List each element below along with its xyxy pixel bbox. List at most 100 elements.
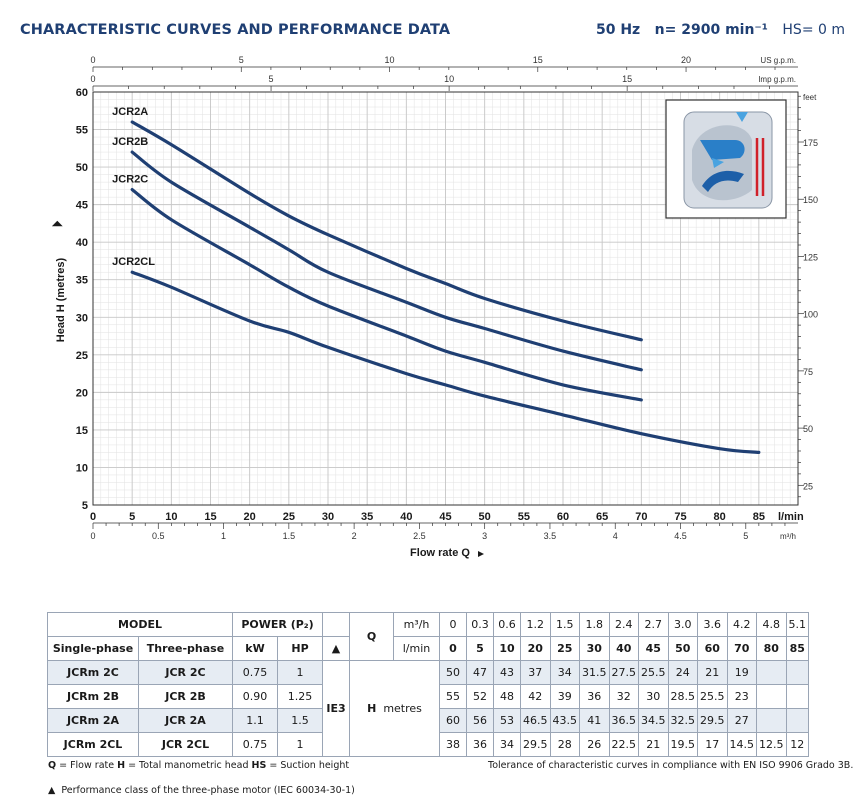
us-gpm-tick-label: 20 <box>681 55 691 65</box>
q-lmin-cell: 80 <box>756 636 787 661</box>
head-value: 30 <box>638 684 669 709</box>
hp-value: 1.5 <box>277 708 323 733</box>
feet-tick-label: 125 <box>803 252 818 262</box>
m3h-tick-label: 2.5 <box>413 531 426 541</box>
q-lmin-cell: 0 <box>439 636 467 661</box>
three-phase-model: JCR 2C <box>138 660 233 685</box>
hp-value: 1.25 <box>277 684 323 709</box>
head-value: 23 <box>726 684 757 709</box>
head-value: 28.5 <box>667 684 698 709</box>
table-header-row-2: Single-phase Three-phase kW HP ▲ l/min 0… <box>47 636 809 661</box>
feet-tick-label: 100 <box>803 310 818 320</box>
plot-frame <box>92 91 799 506</box>
operating-conditions: 50 Hz n= 2900 min⁻¹ HS= 0 m <box>596 22 845 38</box>
head-value: 50 <box>439 660 467 685</box>
head-value: 19 <box>726 660 757 685</box>
m3h-tick-label: 2 <box>352 531 357 541</box>
single-phase-model: JCRm 2CL <box>47 732 139 757</box>
m3h-tick-label: 1 <box>221 531 226 541</box>
footnote: ▲ Performance class of the three-phase m… <box>48 785 355 796</box>
head-value: 17 <box>697 732 728 757</box>
m3h-tick-label: 1.5 <box>283 531 296 541</box>
head-value: 53 <box>493 708 521 733</box>
y-tick-label: 40 <box>76 237 88 249</box>
q-m3h-cell: 1.8 <box>579 612 610 637</box>
head-value: 29.5 <box>520 732 551 757</box>
head-value: 43 <box>493 660 521 685</box>
m3h-tick-label: 4 <box>613 531 618 541</box>
q-header: Q <box>349 612 394 661</box>
x-tick-label: 55 <box>518 511 530 523</box>
head-value: 24 <box>667 660 698 685</box>
single-phase-model: JCRm 2A <box>47 708 139 733</box>
y-axis-title: Head H (metres) <box>55 257 67 342</box>
q-m3h-cell: 2.4 <box>608 612 639 637</box>
kw-value: 0.90 <box>232 684 278 709</box>
y-tick-label: 30 <box>76 312 88 324</box>
hs-note-desc: = Suction height <box>266 760 350 771</box>
head-unit-label: H metres <box>349 660 440 757</box>
head-value: 47 <box>466 660 494 685</box>
q-m3h-cell: 0.3 <box>466 612 494 637</box>
y-tick-label: 5 <box>82 500 88 512</box>
hp-value: 1 <box>277 660 323 685</box>
x-tick-label: 60 <box>557 511 569 523</box>
head-value: 34 <box>493 732 521 757</box>
kw-value: 0.75 <box>232 732 278 757</box>
q-note-key: Q <box>48 760 57 771</box>
table-row: JCRm 2C JCR 2C 0.75 1 IE3 H metres 50 47… <box>47 660 809 757</box>
tolerance-note: Tolerance of characteristic curves in co… <box>488 760 854 771</box>
head-value: 41 <box>579 708 610 733</box>
arrow-right-icon <box>478 551 484 557</box>
y-tick-label: 45 <box>76 200 88 212</box>
y-tick-label: 50 <box>76 162 88 174</box>
m3h-tick-label: 5 <box>743 531 748 541</box>
x-tick-label: 50 <box>479 511 491 523</box>
us-gpm-tick-label: 0 <box>90 55 95 65</box>
head-value <box>756 708 787 733</box>
m3h-tick-label: 0 <box>90 531 95 541</box>
head-value: 42 <box>520 684 551 709</box>
q-m3h-cell: 3.0 <box>667 612 698 637</box>
head-value: 22.5 <box>608 732 639 757</box>
q-lmin-cell: 25 <box>549 636 580 661</box>
head-value: 32 <box>608 684 639 709</box>
y-tick-label: 60 <box>76 87 88 99</box>
model-header: MODEL <box>47 612 233 637</box>
head-value: 29.5 <box>697 708 728 733</box>
head-value: 39 <box>549 684 580 709</box>
head-value <box>756 660 787 685</box>
feet-unit-label: feet <box>803 93 817 102</box>
y-tick-label: 10 <box>76 462 88 474</box>
head-value: 38 <box>439 732 467 757</box>
q-m3h-cell: 1.2 <box>520 612 551 637</box>
x-tick-label: 10 <box>165 511 177 523</box>
x-tick-label: 35 <box>361 511 373 523</box>
feet-tick-label: 25 <box>803 481 813 491</box>
three-phase-model: JCR 2B <box>138 684 233 709</box>
series-line-jcr2cl <box>130 270 761 454</box>
x-tick-label: 45 <box>439 511 451 523</box>
q-lmin-cell: 45 <box>638 636 669 661</box>
x-tick-label: 5 <box>129 511 135 523</box>
three-phase-model: JCR 2A <box>138 708 233 733</box>
triangle-icon: ▲ <box>48 785 62 796</box>
head-value: 27 <box>726 708 757 733</box>
head-value: 19.5 <box>667 732 698 757</box>
three-phase-header: Three-phase <box>138 636 233 661</box>
m3h-tick-label: 4.5 <box>674 531 687 541</box>
series-label-jcr2a: JCR2A <box>112 106 148 118</box>
series-label-jcr2cl: JCR2CL <box>112 256 155 268</box>
single-phase-model: JCRm 2B <box>47 684 139 709</box>
triangle-icon: ▲ <box>322 636 350 661</box>
frequency-label: 50 Hz <box>595 22 641 38</box>
imp-gpm-tick-label: 0 <box>90 74 95 84</box>
three-phase-model: JCR 2CL <box>138 732 233 757</box>
q-m3h-cell: 4.8 <box>756 612 787 637</box>
head-value: 36.5 <box>608 708 639 733</box>
footnote-text: Performance class of the three-phase mot… <box>61 785 355 796</box>
q-lmin-cell: 5 <box>466 636 494 661</box>
x-unit-label: l/min <box>778 511 804 523</box>
head-value: 14.5 <box>726 732 757 757</box>
head-value: 55 <box>439 684 467 709</box>
